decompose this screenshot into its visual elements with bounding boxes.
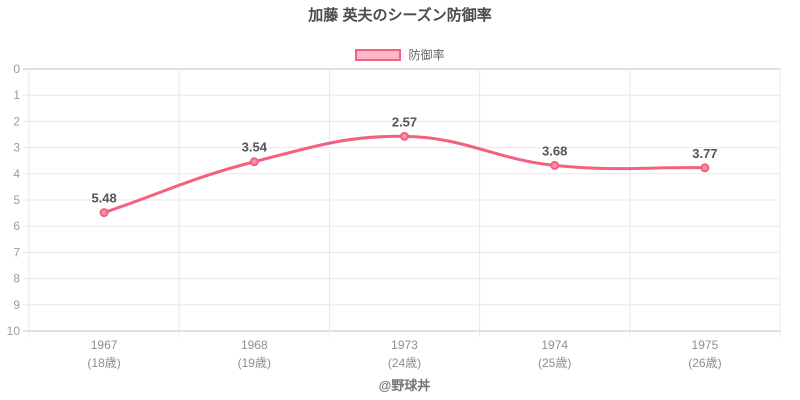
x-tick-label-year: 1975 — [692, 338, 719, 352]
y-tick-label: 8 — [13, 272, 20, 286]
legend-swatch — [355, 49, 402, 61]
data-point-label: 3.77 — [692, 146, 717, 161]
y-tick-label: 4 — [13, 167, 20, 181]
x-tick-label-age: (25歳) — [538, 356, 571, 370]
data-point[interactable] — [249, 157, 259, 167]
x-tick-label-year: 1967 — [91, 338, 118, 352]
legend-label: 防御率 — [408, 48, 445, 62]
data-point[interactable] — [400, 131, 409, 141]
footer-credit: @野球丼 — [378, 378, 431, 393]
legend-item-era[interactable]: 防御率 — [0, 48, 800, 62]
data-point-label: 2.57 — [392, 114, 417, 129]
x-tick-label-year: 1973 — [391, 338, 418, 352]
data-point[interactable] — [99, 208, 109, 218]
y-tick-label: 3 — [13, 141, 20, 155]
data-point-label: 5.48 — [91, 191, 116, 206]
y-tick-label: 6 — [13, 219, 20, 233]
y-tick-label: 5 — [13, 193, 20, 207]
x-tick-label-age: (19歳) — [238, 356, 271, 370]
chart-title: 加藤 英夫のシーズン防御率 — [308, 7, 492, 24]
x-tick-label-year: 1968 — [241, 338, 268, 352]
data-point-label: 3.68 — [542, 143, 567, 158]
data-point-label: 3.54 — [242, 140, 268, 155]
data-point[interactable] — [550, 160, 560, 170]
y-tick-label: 10 — [7, 324, 21, 338]
y-tick-label: 9 — [13, 298, 20, 312]
x-tick-label-age: (18歳) — [87, 356, 120, 370]
y-tick-label: 0 — [13, 62, 20, 76]
y-tick-label: 1 — [13, 88, 20, 102]
x-tick-label-age: (24歳) — [388, 356, 421, 370]
x-tick-label-age: (26歳) — [688, 356, 721, 370]
data-point[interactable] — [700, 163, 710, 173]
x-tick-label-year: 1974 — [541, 338, 568, 352]
y-tick-label: 7 — [13, 245, 20, 259]
y-tick-label: 2 — [13, 114, 20, 128]
